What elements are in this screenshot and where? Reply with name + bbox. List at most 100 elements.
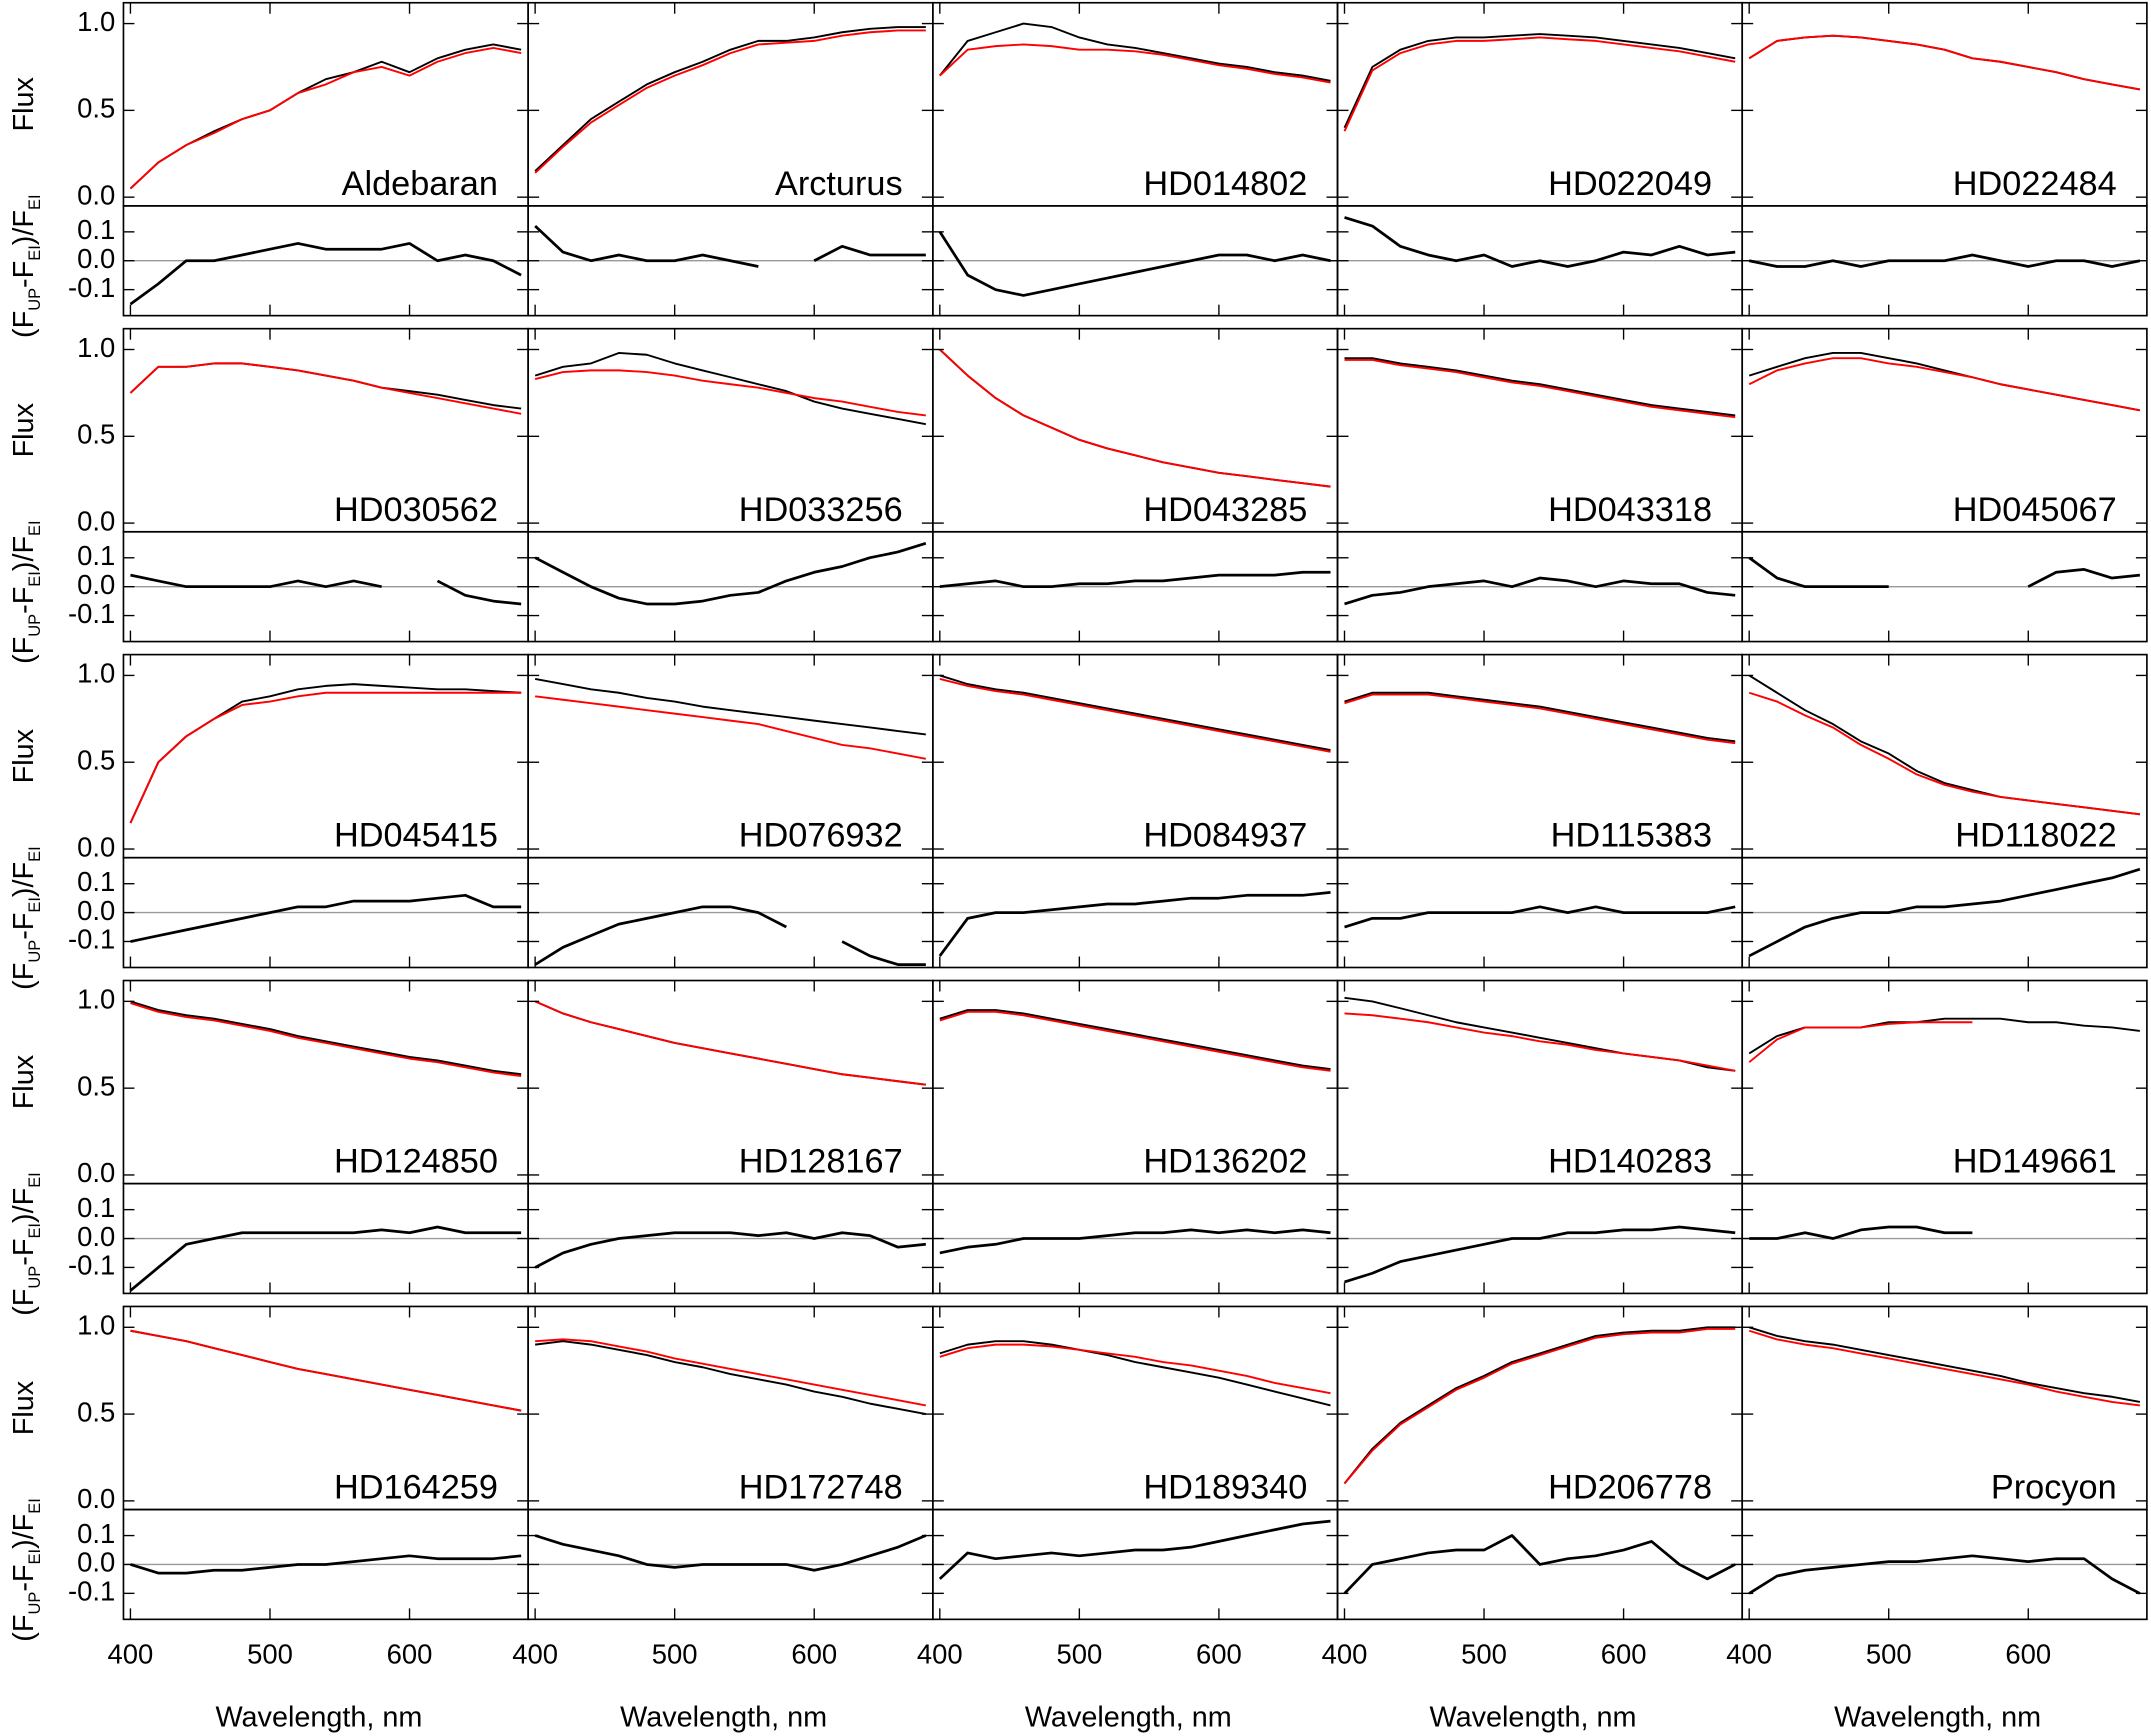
panel-title: HD124850 bbox=[334, 1143, 498, 1181]
x-axis-label: Wavelength, nm bbox=[1430, 1701, 1637, 1733]
spectrum-line bbox=[534, 1000, 926, 1086]
y-axis-label-part: EI bbox=[26, 846, 44, 862]
panel-title: HD014802 bbox=[1143, 165, 1307, 203]
panel: Arcturus bbox=[527, 1, 934, 317]
y-tick-label: 0.1 bbox=[77, 540, 115, 571]
y-tick-label: 0.1 bbox=[77, 1518, 115, 1549]
panel: HD140283 bbox=[1336, 979, 1744, 1295]
panel: HD022484 bbox=[1741, 1, 2148, 317]
y-axis-label: (FUP-FEI)/FEI bbox=[8, 194, 44, 338]
y-tick-label: 1.0 bbox=[77, 1310, 115, 1341]
residual-frame bbox=[1741, 1182, 2148, 1295]
panel: HD118022 bbox=[1741, 653, 2148, 969]
y-axis-label-part: (F bbox=[8, 311, 40, 338]
y-tick-label: 0.5 bbox=[77, 419, 115, 450]
y-tick-label: 0.1 bbox=[77, 866, 115, 897]
y-tick-label: 0.0 bbox=[77, 895, 115, 926]
spectrum-line bbox=[1344, 359, 1736, 419]
panel-title: Arcturus bbox=[775, 165, 903, 203]
residual-line bbox=[1344, 1225, 1736, 1284]
y-axis-label: Flux bbox=[8, 1054, 40, 1109]
spectrum-line bbox=[939, 22, 1331, 82]
y-axis-label-part: UP bbox=[26, 288, 44, 311]
panel: 0.00.51.0HD124850-0.10.00.1Flux(FUP-FEI)… bbox=[8, 979, 529, 1316]
panel: Procyon 400 500 600 Wavelength, nm bbox=[1726, 1305, 2148, 1733]
y-axis-label-part: (F bbox=[8, 1615, 40, 1642]
y-axis-label-part: )/F bbox=[8, 862, 40, 897]
panel-title: HD128167 bbox=[739, 1143, 903, 1181]
y-axis-label-part: )/F bbox=[8, 536, 40, 571]
residual-line bbox=[1749, 1225, 1973, 1240]
y-tick-label: 0.1 bbox=[77, 1192, 115, 1223]
panel-title: HD084937 bbox=[1143, 817, 1307, 855]
spectrum-line bbox=[939, 348, 1331, 488]
y-tick-label: 0.0 bbox=[77, 179, 115, 210]
panel-title: HD172748 bbox=[739, 1469, 903, 1507]
panel-title: HD033256 bbox=[739, 491, 903, 529]
panel: HD043318 bbox=[1336, 327, 1744, 643]
spectrum-line bbox=[535, 1338, 927, 1407]
panel-title: HD206778 bbox=[1548, 1469, 1712, 1507]
panel-title: HD118022 bbox=[1955, 817, 2116, 855]
spectrum-line bbox=[939, 348, 1331, 488]
panel-title: Procyon bbox=[1991, 1469, 2117, 1507]
residual-line bbox=[938, 1519, 1331, 1580]
y-tick-label: 1.0 bbox=[77, 332, 115, 363]
residual-line bbox=[534, 1231, 926, 1269]
x-tick-label: 400 bbox=[1322, 1639, 1368, 1670]
panel-title: HD136202 bbox=[1143, 1143, 1307, 1181]
spectrum-line bbox=[534, 677, 926, 736]
panel-title: HD030562 bbox=[334, 491, 498, 529]
spectrum-line bbox=[1344, 691, 1736, 743]
spectrum-line bbox=[130, 1002, 522, 1077]
spectrum-line bbox=[1748, 1329, 2141, 1407]
spectrum-line bbox=[939, 674, 1331, 752]
spectrum-line bbox=[130, 1329, 522, 1412]
residual-frame bbox=[1741, 856, 2148, 969]
panel-title: HD149661 bbox=[1953, 1143, 2117, 1181]
y-axis-label: (FUP-FEI)/FEI bbox=[8, 520, 44, 664]
spectrum-line bbox=[939, 1009, 1331, 1071]
spectrum-line bbox=[1344, 1012, 1736, 1072]
x-tick-label: 500 bbox=[1461, 1639, 1507, 1670]
y-axis-label-part: EI bbox=[26, 245, 44, 261]
spectrum-line bbox=[534, 1000, 926, 1086]
x-tick-label: 500 bbox=[652, 1639, 698, 1670]
spectrum-line bbox=[1748, 1326, 2141, 1403]
panel-title: HD115383 bbox=[1551, 817, 1712, 855]
residual-frame bbox=[1741, 1508, 2148, 1621]
panel-title: HD045067 bbox=[1953, 491, 2117, 529]
y-tick-label: 0.0 bbox=[77, 243, 115, 274]
spectrum-line bbox=[939, 43, 1331, 84]
x-tick-label: 400 bbox=[917, 1639, 963, 1670]
spectrum-line bbox=[129, 691, 522, 824]
residual-line bbox=[938, 231, 1331, 297]
residual-line bbox=[1343, 1534, 1736, 1595]
spectrum-line bbox=[130, 1000, 522, 1076]
panel: HD149661 bbox=[1741, 979, 2148, 1295]
panel: HD136202 bbox=[932, 979, 1339, 1295]
x-axis-label: Wavelength, nm bbox=[215, 1701, 422, 1733]
residual-line bbox=[130, 1554, 522, 1575]
spectrum-line bbox=[534, 26, 926, 172]
y-tick-label: 0.0 bbox=[77, 1547, 115, 1578]
y-axis-label-part: EI bbox=[26, 520, 44, 536]
x-tick-label: 600 bbox=[1601, 1639, 1647, 1670]
panel-title: HD189340 bbox=[1143, 1469, 1307, 1507]
y-tick-label: 1.0 bbox=[77, 658, 115, 689]
panel: HD084937 bbox=[932, 653, 1339, 969]
spectrum-line bbox=[1343, 1326, 1736, 1485]
panel-title: HD043285 bbox=[1143, 491, 1307, 529]
panel: 0.00.51.0HD030562-0.10.00.1Flux(FUP-FEI)… bbox=[8, 327, 529, 664]
y-axis-label-part: UP bbox=[26, 614, 44, 637]
panel: 0.00.51.0HD045415-0.10.00.1Flux(FUP-FEI)… bbox=[8, 653, 529, 990]
residual-line bbox=[534, 225, 926, 268]
y-axis-label: Flux bbox=[8, 1380, 40, 1435]
y-axis-label-part: -F bbox=[8, 1564, 40, 1591]
residual-line bbox=[534, 1534, 927, 1572]
panel-title: HD045415 bbox=[334, 817, 498, 855]
y-tick-label: -0.1 bbox=[68, 924, 115, 955]
panel-title: HD043318 bbox=[1548, 491, 1712, 529]
x-tick-label: 600 bbox=[1196, 1639, 1242, 1670]
